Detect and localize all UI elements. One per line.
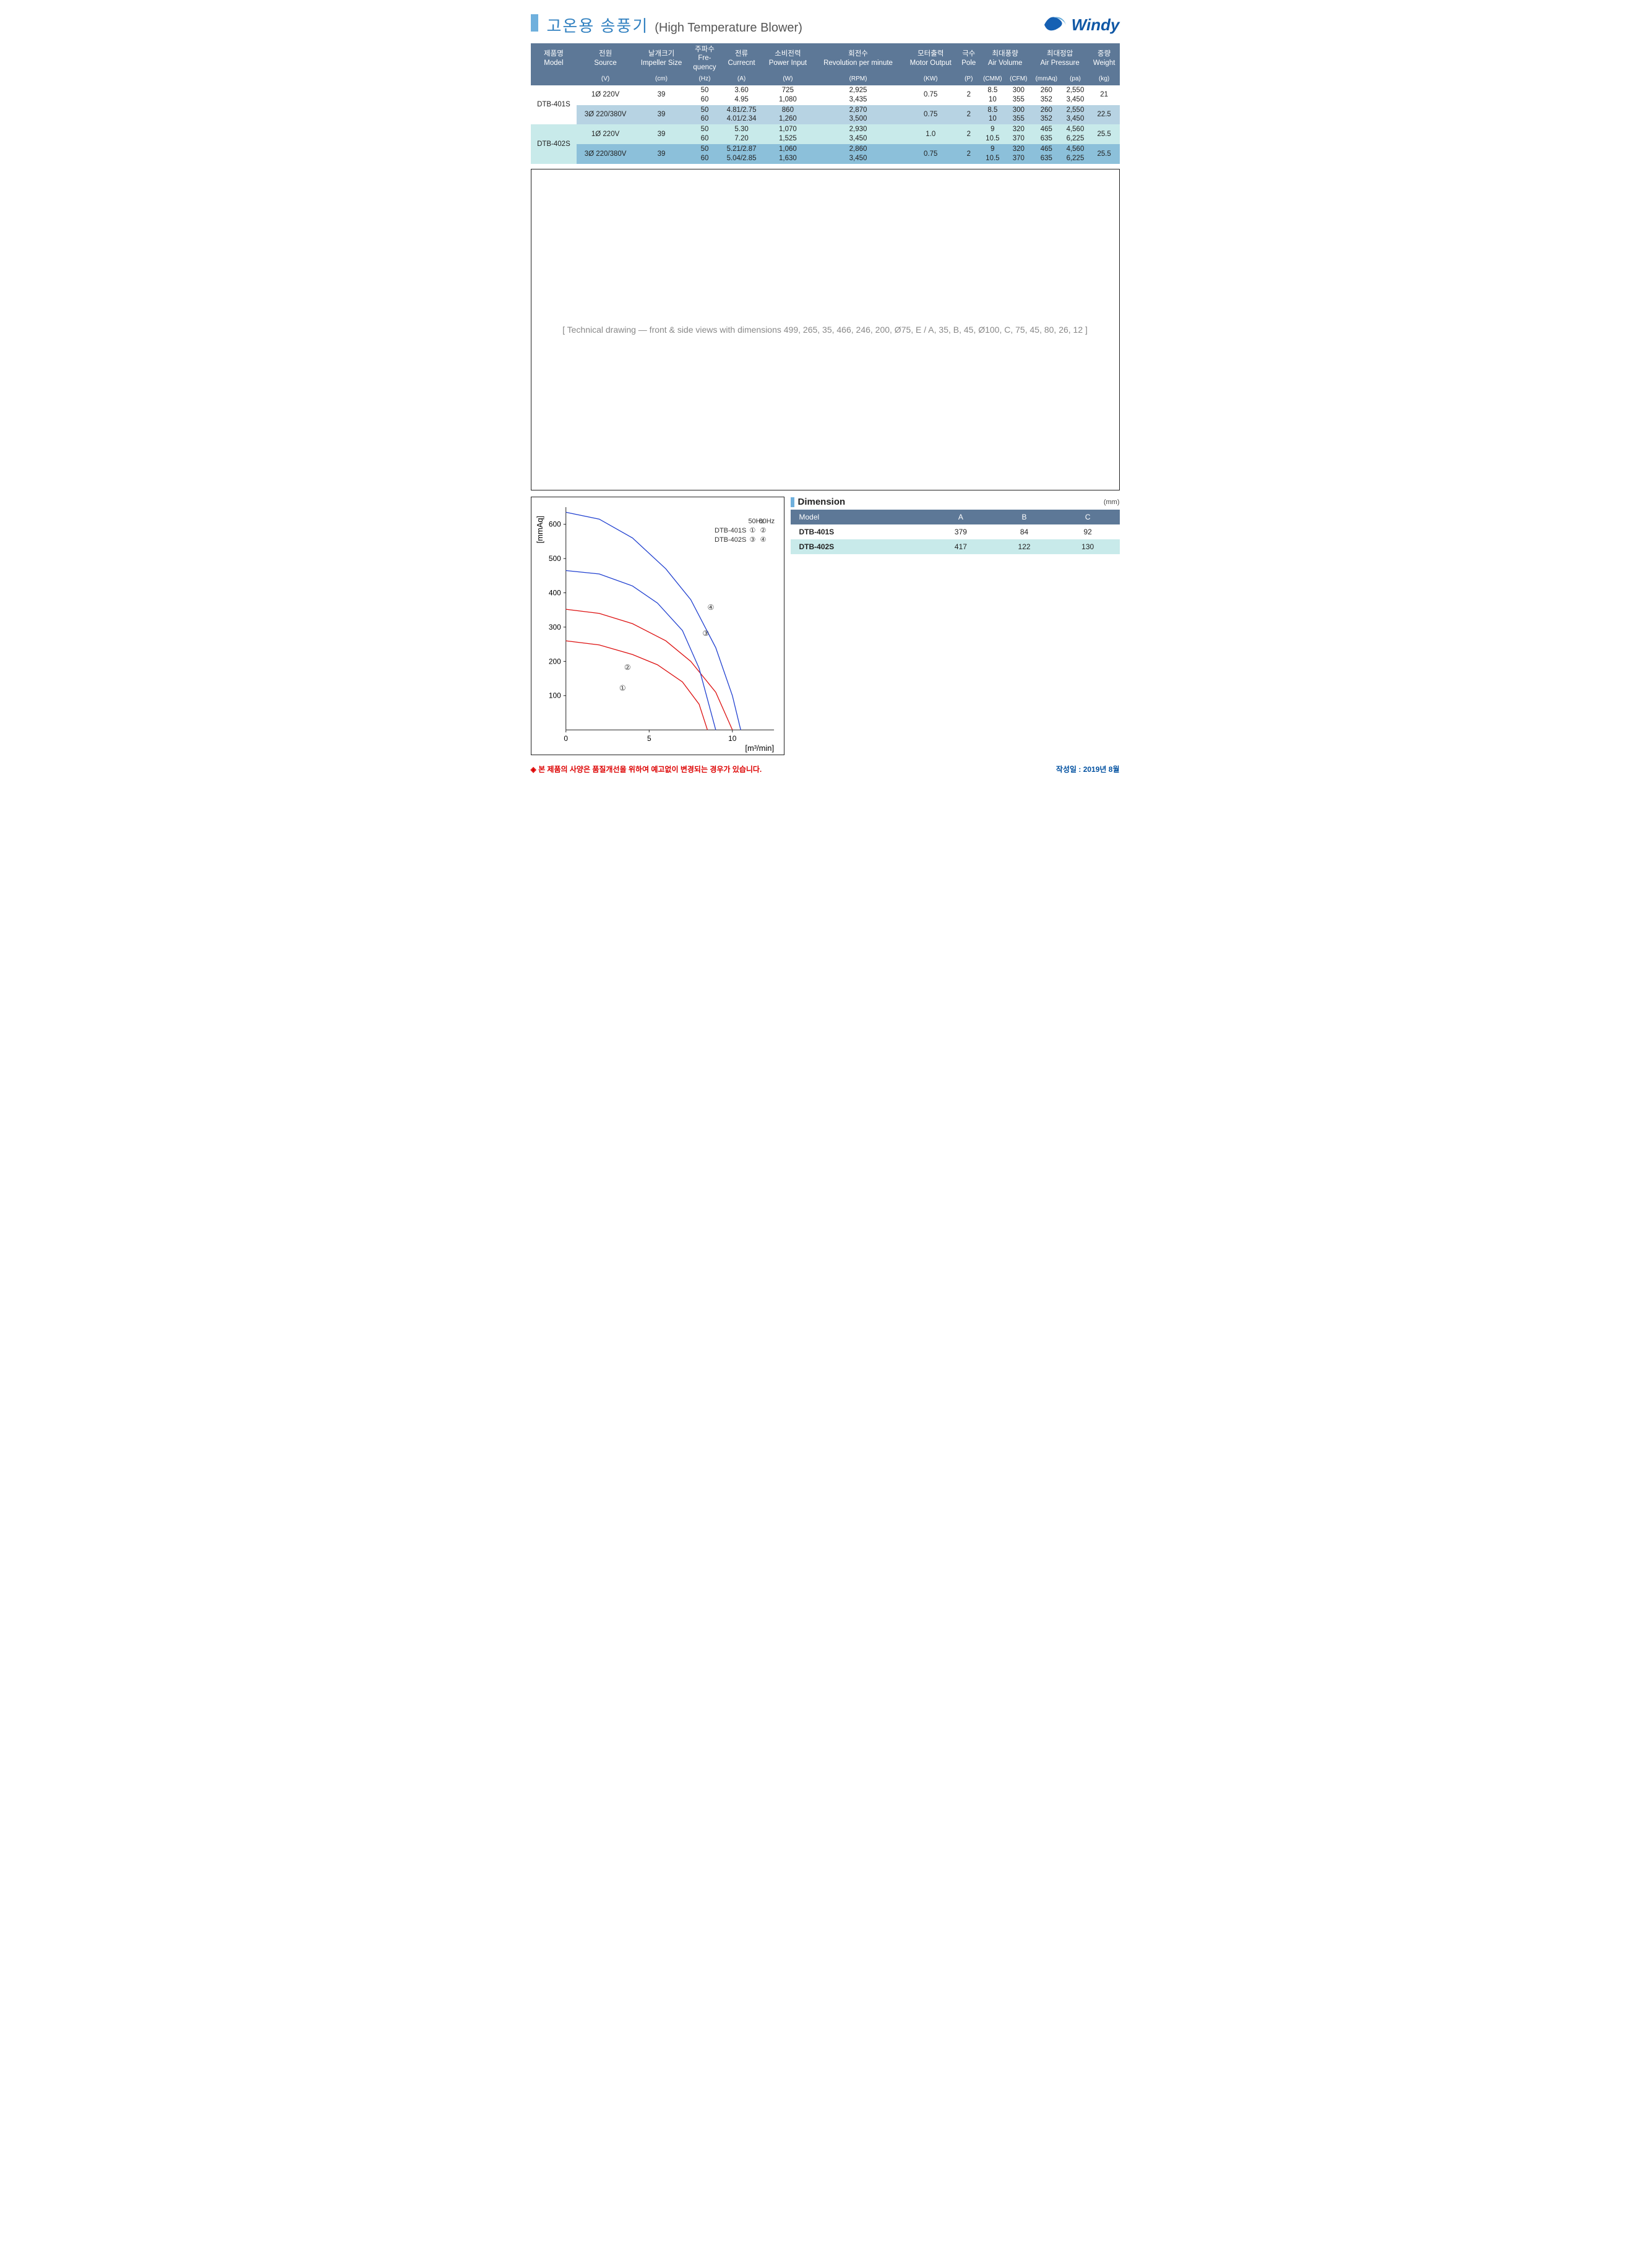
section-accent-bar xyxy=(791,497,794,507)
brand-logo: Windy xyxy=(1038,12,1120,37)
svg-text:①: ① xyxy=(619,684,625,693)
svg-text:④: ④ xyxy=(707,603,714,612)
svg-text:[m³/min]: [m³/min] xyxy=(745,743,774,753)
page-footer: ◈ 본 제품의 사양은 품질개선을 위하여 예고없이 변경되는 경우가 있습니다… xyxy=(531,764,1120,774)
spec-subunit: (CMM) xyxy=(979,74,1006,85)
dimension-title: Dimension xyxy=(798,497,846,507)
dim-header: C xyxy=(1056,510,1120,524)
spec-header: 모터출력Motor Output xyxy=(903,43,958,74)
spec-subunit: (Hz) xyxy=(689,74,721,85)
windy-swirl-icon xyxy=(1038,12,1069,37)
spec-header: 전류Currecnt xyxy=(721,43,763,74)
spec-header: 중량Weight xyxy=(1089,43,1120,74)
spec-header: 주파수Fre-quency xyxy=(689,43,721,74)
svg-text:②: ② xyxy=(624,663,630,672)
title-english: (High Temperature Blower) xyxy=(655,21,802,35)
spec-subunit: (V) xyxy=(577,74,634,85)
svg-text:200: 200 xyxy=(548,657,561,665)
footer-disclaimer: ◈ 본 제품의 사양은 품질개선을 위하여 예고없이 변경되는 경우가 있습니다… xyxy=(531,764,762,774)
spec-header: 제품명Model xyxy=(531,43,577,74)
spec-header: 날개크기Impeller Size xyxy=(634,43,689,74)
spec-subunit: (P) xyxy=(958,74,979,85)
spec-header: 최대풍량Air Volume xyxy=(979,43,1031,74)
drawing-placeholder: [ Technical drawing — front & side views… xyxy=(562,325,1088,335)
spec-subunit: (CFM) xyxy=(1006,74,1031,85)
svg-text:300: 300 xyxy=(548,623,561,631)
spec-row: DTB-401S1Ø 220V3950603.604.957251,0802,9… xyxy=(531,85,1120,105)
legend-60hz: 60Hz xyxy=(759,517,768,526)
spec-table-head: 제품명Model전원Source날개크기Impeller Size주파수Fre-… xyxy=(531,43,1120,85)
spec-header: 소비전력Power Input xyxy=(762,43,813,74)
spec-subunit: (mmAq) xyxy=(1031,74,1062,85)
svg-text:0: 0 xyxy=(564,734,568,743)
spec-subunit: (cm) xyxy=(634,74,689,85)
svg-text:600: 600 xyxy=(548,520,561,529)
lower-section: 100 200 300 400 500 600 0 5 10 ① ② ③ ④ [mmAq] [m³/min]… xyxy=(531,497,1120,755)
title-korean: 고온용 송풍기 xyxy=(547,14,649,36)
title-wrap: 고온용 송풍기 (High Temperature Blower) xyxy=(531,14,802,36)
spec-row: 3Ø 220/380V3950604.81/2.754.01/2.348601,… xyxy=(531,105,1120,125)
brand-name: Windy xyxy=(1072,15,1120,35)
legend-row: DTB-401S ① ② xyxy=(709,526,767,536)
svg-text:400: 400 xyxy=(548,589,561,597)
spec-table: 제품명Model전원Source날개크기Impeller Size주파수Fre-… xyxy=(531,43,1120,164)
svg-text:③: ③ xyxy=(702,629,709,638)
spec-header: 전원Source xyxy=(577,43,634,74)
dim-header: A xyxy=(929,510,993,524)
spec-header: 최대정압Air Pressure xyxy=(1031,43,1089,74)
page-header: 고온용 송풍기 (High Temperature Blower) Windy xyxy=(531,12,1120,37)
svg-text:5: 5 xyxy=(647,734,651,743)
spec-header: 극수Pole xyxy=(958,43,979,74)
spec-row: 3Ø 220/380V3950605.21/2.875.04/2.851,060… xyxy=(531,144,1120,164)
svg-text:500: 500 xyxy=(548,554,561,563)
spec-subunit: (KW) xyxy=(903,74,958,85)
dim-row: DTB-402S417122130 xyxy=(791,539,1120,554)
technical-drawing: [ Technical drawing — front & side views… xyxy=(531,169,1120,490)
legend-50hz: 50Hz xyxy=(748,517,757,526)
dim-header: B xyxy=(992,510,1056,524)
spec-subunit: (A) xyxy=(721,74,763,85)
spec-header: 회전수Revolution per minute xyxy=(813,43,903,74)
svg-text:[mmAq]: [mmAq] xyxy=(535,516,544,544)
dim-header: Model xyxy=(791,510,929,524)
spec-subunit xyxy=(531,74,577,85)
performance-chart: 100 200 300 400 500 600 0 5 10 ① ② ③ ④ [mmAq] [m³/min]… xyxy=(531,497,784,755)
chart-legend: 50Hz 60Hz DTB-401S ① ②DTB-402S ③ ④ xyxy=(709,517,767,545)
title-accent-bar xyxy=(531,14,538,32)
spec-subunit: (W) xyxy=(762,74,813,85)
dimension-table: ModelABC DTB-401S3798492DTB-402S41712213… xyxy=(791,510,1120,554)
dimension-section: Dimension (mm) ModelABC DTB-401S3798492D… xyxy=(791,497,1120,755)
spec-subunit: (RPM) xyxy=(813,74,903,85)
spec-subunit: (pa) xyxy=(1062,74,1089,85)
spec-row: DTB-402S1Ø 220V3950605.307.201,0701,5252… xyxy=(531,124,1120,144)
dimension-unit: (mm) xyxy=(1104,499,1120,506)
footer-date: 작성일 : 2019년 8월 xyxy=(1056,764,1120,774)
spec-subunit: (kg) xyxy=(1089,74,1120,85)
svg-text:100: 100 xyxy=(548,691,561,700)
legend-row: DTB-402S ③ ④ xyxy=(709,536,767,545)
dim-row: DTB-401S3798492 xyxy=(791,524,1120,539)
svg-text:10: 10 xyxy=(728,734,737,743)
